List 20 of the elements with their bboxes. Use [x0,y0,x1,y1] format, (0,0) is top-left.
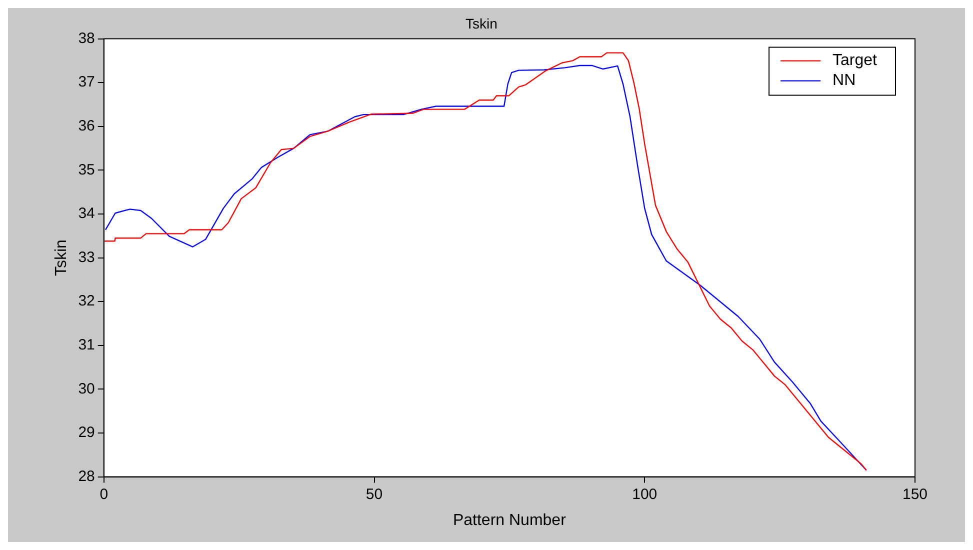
x-tick-label: 0 [100,486,108,503]
x-tick-label: 100 [632,486,658,503]
x-tick-label: 50 [366,486,383,503]
y-tick-label: 30 [78,380,95,398]
y-tick-label: 35 [78,161,95,178]
x-axis-title: Pattern Number [452,512,567,529]
y-tick-label: 36 [78,118,95,135]
y-tick-label: 34 [78,205,95,222]
x-tick-label: 150 [902,486,928,503]
legend-label: Target [832,52,878,70]
y-tick-label: 32 [78,292,95,310]
legend-label: NN [832,72,856,90]
y-tick-label: 33 [78,248,95,266]
y-axis-title: Tskin [53,240,70,276]
y-tick-label: 29 [78,424,95,442]
y-tick-label: 31 [78,336,95,354]
y-tick-label: 38 [78,30,95,47]
y-tick-label: 37 [78,74,95,91]
y-tick-label: 28 [78,468,95,485]
chart-title: Tskin [466,15,498,32]
